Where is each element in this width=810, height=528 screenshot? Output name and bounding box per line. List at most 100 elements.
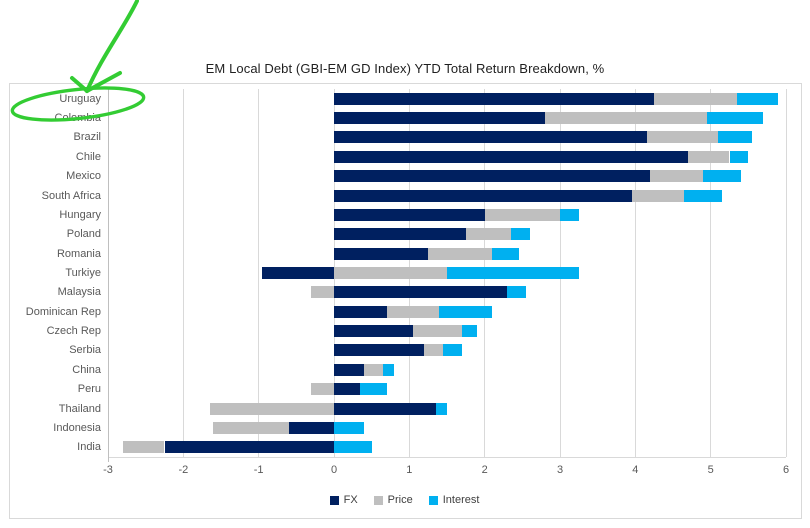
- legend-label: FX: [343, 494, 358, 506]
- bar-segment-fx: [334, 383, 361, 396]
- bar-segment-interest: [718, 131, 753, 144]
- bar-segment-interest: [334, 421, 365, 434]
- bar-segment-fx: [334, 150, 689, 163]
- category-label: Colombia: [54, 112, 101, 125]
- x-tick-label: 4: [632, 464, 639, 476]
- x-axis-line: [108, 456, 786, 458]
- legend-item-fx: FX: [329, 494, 358, 506]
- category-label: Czech Rep: [46, 325, 101, 338]
- gridline: [107, 89, 109, 457]
- legend-swatch-fx: [329, 495, 339, 505]
- bar-segment-price: [424, 344, 444, 357]
- x-tick-label: -3: [103, 464, 113, 476]
- x-tick-label: -2: [178, 464, 189, 476]
- bar-segment-price: [650, 170, 704, 183]
- legend-item-price: Price: [373, 494, 413, 506]
- bar-segment-fx: [288, 421, 334, 434]
- bar-segment-interest: [737, 92, 779, 105]
- bar-segment-interest: [511, 228, 530, 241]
- bar-segment-interest: [443, 344, 463, 357]
- category-label: Dominican Rep: [25, 305, 101, 318]
- bar-segment-interest: [706, 112, 764, 125]
- legend: FX Price Interest: [9, 492, 800, 508]
- bar-segment-price: [631, 189, 685, 202]
- gridline: [258, 89, 260, 457]
- category-label: Uruguay: [59, 92, 101, 105]
- bar-segment-interest: [435, 402, 447, 415]
- bar-segment-price: [544, 112, 707, 125]
- bar-segment-interest: [447, 267, 579, 279]
- gridline: [182, 89, 184, 457]
- x-tick-label: 2: [481, 464, 488, 476]
- bar-segment-price: [311, 383, 334, 396]
- bar-segment-price: [688, 150, 730, 163]
- bar-segment-fx: [334, 325, 414, 338]
- gridline: [710, 89, 712, 457]
- bar-segment-interest: [560, 208, 579, 221]
- bar-segment-price: [465, 228, 512, 241]
- bar-segment-fx: [334, 112, 545, 125]
- bar-segment-interest: [439, 305, 493, 318]
- category-label: Mexico: [66, 170, 101, 183]
- bar-segment-fx: [334, 92, 655, 105]
- category-label: Thailand: [58, 402, 101, 415]
- category-label: Poland: [66, 228, 101, 241]
- category-label: China: [72, 363, 101, 376]
- bar-segment-interest: [703, 170, 741, 183]
- category-label: South Africa: [41, 189, 101, 202]
- bar-segment-price: [654, 92, 738, 105]
- bar-segment-fx: [334, 402, 436, 415]
- bar-segment-price: [386, 305, 440, 318]
- category-label: India: [77, 441, 101, 454]
- category-label: Chile: [75, 150, 101, 163]
- legend-swatch-price: [373, 495, 383, 505]
- bar-segment-fx: [334, 286, 508, 299]
- bar-segment-fx: [334, 228, 466, 241]
- bar-segment-fx: [334, 344, 425, 357]
- legend-label: Interest: [442, 494, 480, 506]
- legend-label: Price: [387, 494, 413, 506]
- bar-segment-fx: [334, 170, 651, 183]
- bar-segment-price: [646, 131, 719, 144]
- bar-segment-price: [209, 402, 334, 415]
- category-label: Turkiye: [65, 267, 101, 279]
- bar-segment-price: [213, 421, 289, 434]
- legend-swatch-interest: [428, 495, 438, 505]
- hand-drawn-arrow-shaft: [85, 0, 139, 93]
- bar-segment-interest: [729, 150, 749, 163]
- bar-segment-price: [311, 286, 334, 299]
- bar-segment-interest: [684, 189, 722, 202]
- x-tick-label: 1: [406, 464, 413, 476]
- bar-segment-interest: [492, 247, 519, 260]
- chart-frame: [9, 83, 802, 519]
- bar-segment-fx: [334, 247, 429, 260]
- gridline: [634, 89, 636, 457]
- bar-segment-interest: [507, 286, 527, 299]
- bar-segment-fx: [334, 189, 632, 202]
- bar-segment-price: [334, 267, 447, 279]
- bar-segment-fx: [334, 305, 387, 318]
- category-label: Peru: [77, 383, 101, 396]
- bar-segment-interest: [360, 383, 387, 396]
- bar-segment-fx: [164, 441, 334, 454]
- axis-tick: [107, 457, 109, 462]
- bar-segment-interest: [382, 363, 395, 376]
- category-label: Romania: [56, 247, 101, 260]
- bar-segment-fx: [334, 363, 365, 376]
- bar-segment-price: [123, 441, 165, 454]
- bar-segment-interest: [334, 441, 372, 454]
- bar-segment-interest: [462, 325, 478, 338]
- category-label: Serbia: [69, 344, 101, 357]
- gridline: [785, 89, 787, 457]
- bar-segment-price: [428, 247, 493, 260]
- legend-item-interest: Interest: [428, 494, 480, 506]
- bar-segment-price: [413, 325, 463, 338]
- x-tick-label: 3: [556, 464, 564, 476]
- bar-segment-price: [364, 363, 383, 376]
- x-tick-label: -1: [253, 464, 264, 476]
- bar-segment-fx: [334, 131, 647, 144]
- x-tick-label: 0: [330, 464, 338, 476]
- category-label: Brazil: [73, 131, 101, 144]
- x-tick-label: 5: [707, 464, 714, 476]
